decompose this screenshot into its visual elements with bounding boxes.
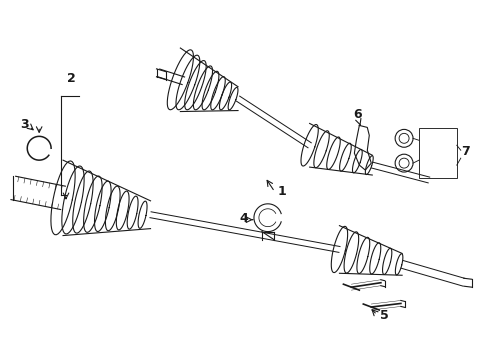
Bar	[418, 129, 456, 178]
Text: 6: 6	[352, 108, 361, 121]
Text: 1: 1	[277, 185, 285, 198]
Text: 3: 3	[20, 118, 28, 131]
Text: 7: 7	[460, 145, 468, 158]
Text: 2: 2	[66, 72, 75, 85]
Text: 5: 5	[379, 309, 388, 322]
Text: 4: 4	[239, 212, 247, 225]
